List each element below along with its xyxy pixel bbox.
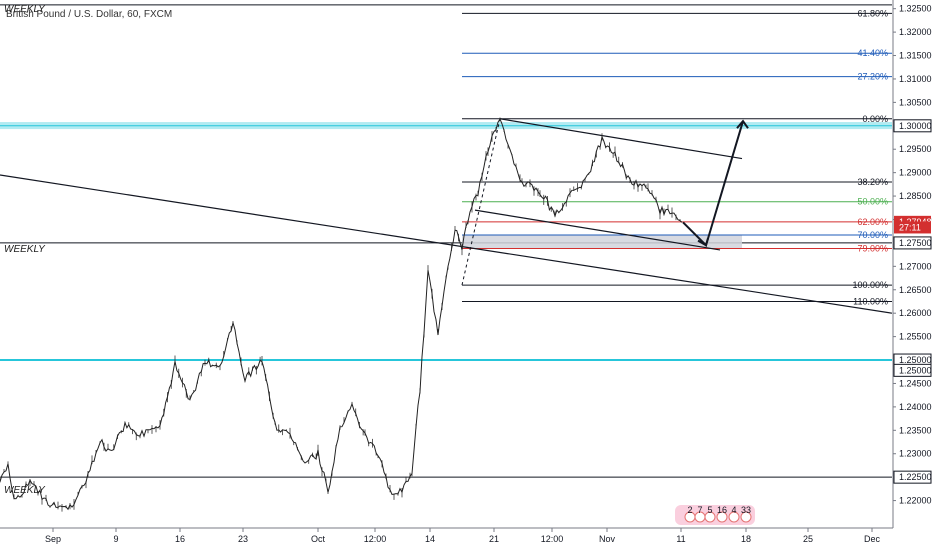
weekly-label: WEEKLY — [4, 4, 46, 15]
price-badge — [893, 470, 932, 484]
price-tick-label: 1.29500 — [899, 144, 932, 154]
event-marker — [728, 511, 740, 523]
arrow-head-up — [736, 119, 749, 129]
price-tick-label: 1.24000 — [899, 402, 932, 412]
long-trendline — [0, 174, 893, 314]
price-tick-label: 1.30500 — [899, 97, 932, 107]
time-tick-label: 21 — [489, 534, 499, 544]
price-badge-label: 1.25000 — [899, 365, 932, 375]
time-tick-label: 11 — [676, 534, 685, 544]
price-axis: 1.32500 1.32000 1.31500 1.31000 1.30500 1.300… — [892, 0, 932, 550]
price-tick-label: 1.29000 — [899, 168, 932, 178]
arrow-head-down — [697, 237, 709, 247]
price-badge-label: 27:11 — [899, 222, 921, 232]
event-markers[interactable]: 2 7 5 16 4 33 — [675, 505, 755, 525]
price-tick-label: 1.31000 — [899, 74, 932, 84]
event-marker — [716, 511, 728, 523]
time-tick-label: 14 — [425, 534, 435, 544]
time-tick-label: 25 — [803, 534, 813, 544]
weekly-label: WEEKLY — [4, 485, 46, 496]
price-tick-label: 1.24500 — [899, 378, 932, 388]
event-marker-label: 7 — [697, 505, 702, 515]
projection-arrow — [682, 120, 744, 248]
fib-level-label: 38.20% — [857, 177, 888, 187]
time-tick-label: 23 — [238, 534, 248, 544]
time-tick-label: 9 — [113, 534, 118, 544]
event-marker — [740, 511, 752, 523]
time-tick-label: Sep — [45, 534, 61, 544]
price-badge — [893, 119, 932, 133]
channel-upper — [499, 118, 743, 160]
event-marker-label: 5 — [707, 505, 712, 515]
price-badge-label: 1.27500 — [899, 238, 932, 248]
fib-level-label: 50.00% — [857, 197, 888, 207]
fib-level-label: 0.00% — [862, 114, 888, 124]
time-axis: Sep 9 16 23 Oct 12:00 14 21 12:00 Nov 11 18 25 Dec — [0, 527, 893, 544]
channel-lower — [474, 209, 721, 251]
trendlines — [0, 118, 893, 314]
event-marker-label: 2 — [687, 505, 692, 515]
price-series — [0, 117, 683, 512]
target-zone — [462, 234, 742, 249]
price-tick-label: 1.26500 — [899, 285, 932, 295]
chart-title: British Pound / U.S. Dollar, 60, FXCM — [6, 9, 172, 20]
price-line — [0, 118, 683, 511]
fib-level-label: 79.00% — [857, 244, 888, 254]
fib-level-label: 27.20% — [857, 72, 888, 82]
time-tick-label: Oct — [311, 534, 326, 544]
time-tick-label: 12:00 — [364, 534, 387, 544]
price-tick-label: 1.23500 — [899, 425, 932, 435]
price-axis-bg — [893, 0, 932, 550]
time-tick-label: 12:00 — [541, 534, 564, 544]
price-tick-label: 1.31500 — [899, 51, 932, 61]
time-tick-label: 16 — [175, 534, 185, 544]
price-tick-label: 1.28500 — [899, 191, 932, 201]
price-tick-label: 1.25500 — [899, 332, 932, 342]
time-tick-label: Nov — [599, 534, 616, 544]
weekly-label: WEEKLY — [4, 244, 46, 255]
fib-level-label: 70.00% — [857, 230, 888, 240]
time-tick-label: Dec — [864, 534, 881, 544]
event-marker-label: 16 — [717, 505, 727, 515]
fib-level-label: 62.00% — [857, 217, 888, 227]
price-badge-label: 1.25000 — [899, 355, 932, 365]
fib-anchor-line — [461, 118, 501, 286]
price-badge-label: 1.30000 — [899, 121, 932, 131]
event-marker-label: 33 — [741, 505, 751, 515]
fib-level-label: 41.40% — [857, 48, 888, 58]
fib-level-label: 110.00% — [853, 296, 888, 306]
price-tick-label: 1.32500 — [899, 4, 932, 14]
price-badge — [894, 221, 931, 234]
event-marker-label: 4 — [731, 505, 736, 515]
time-tick-label: 18 — [741, 534, 751, 544]
price-tick-label: 1.22000 — [899, 496, 932, 506]
price-tick-label: 1.26000 — [899, 308, 932, 318]
price-tick-label: 1.32000 — [899, 27, 932, 37]
price-tick-label: 1.27000 — [899, 261, 932, 271]
price-tick-label: 1.23000 — [899, 449, 932, 459]
fib-level-label: 61.80% — [857, 8, 888, 18]
horizontal-levels — [0, 4, 892, 478]
price-badge — [893, 363, 932, 377]
price-badge-label: 1.22500 — [899, 472, 932, 482]
price-badge — [893, 236, 932, 250]
event-marker — [704, 511, 716, 523]
fibonacci-retracement: 61.80% 41.40% 27.20% 0.00% 38.20% 50.00% 62.00… — [462, 8, 892, 306]
fib-level-label: 100.00% — [852, 280, 888, 290]
